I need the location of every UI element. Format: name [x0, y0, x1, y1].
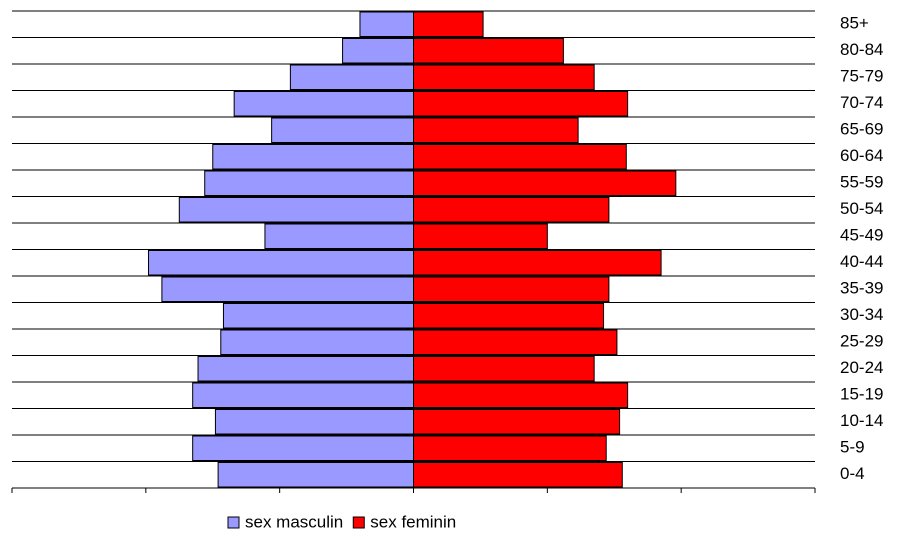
category-label: 40-44	[840, 252, 883, 271]
category-label: 60-64	[840, 146, 883, 165]
category-label: 20-24	[840, 358, 883, 377]
bar	[197, 356, 414, 382]
bar	[222, 303, 414, 329]
bar	[413, 64, 595, 90]
bar	[212, 144, 414, 170]
bar	[413, 91, 629, 117]
bar	[413, 11, 484, 37]
bar	[413, 197, 610, 223]
legend-label: sex masculin	[245, 512, 343, 531]
bar	[204, 170, 414, 196]
bar	[148, 250, 414, 276]
legend-swatch	[227, 516, 240, 529]
category-label: 35-39	[840, 279, 883, 298]
bar	[359, 11, 415, 37]
bar	[413, 38, 564, 64]
category-label: 65-69	[840, 120, 883, 139]
bar	[214, 409, 414, 435]
bar	[413, 329, 618, 355]
bar	[413, 462, 623, 488]
category-label: 0-4	[840, 464, 865, 483]
legend-label: sex feminin	[370, 512, 456, 531]
bar	[220, 329, 414, 355]
category-label: 85+	[840, 14, 869, 33]
bar	[217, 462, 414, 488]
bar	[233, 91, 414, 117]
bar	[271, 117, 414, 143]
category-label: 15-19	[840, 385, 883, 404]
bar	[413, 144, 627, 170]
category-label: 10-14	[840, 411, 883, 430]
bar	[413, 409, 621, 435]
bar	[413, 250, 662, 276]
category-label: 50-54	[840, 199, 883, 218]
bar	[413, 223, 548, 249]
category-label: 70-74	[840, 93, 883, 112]
category-label: 30-34	[840, 305, 883, 324]
bar	[413, 303, 605, 329]
category-label: 45-49	[840, 226, 883, 245]
legend-swatch	[352, 516, 365, 529]
bar	[178, 197, 414, 223]
bar	[264, 223, 414, 249]
category-label: 55-59	[840, 173, 883, 192]
bar	[161, 276, 414, 302]
bar	[413, 117, 579, 143]
category-label: 5-9	[840, 438, 865, 457]
bar	[342, 38, 414, 64]
bar	[413, 382, 629, 408]
bar	[289, 64, 414, 90]
bar	[413, 170, 677, 196]
category-label: 75-79	[840, 67, 883, 86]
bar	[192, 382, 414, 408]
bar	[413, 356, 595, 382]
category-label: 80-84	[840, 40, 883, 59]
bar	[192, 435, 414, 461]
category-label: 25-29	[840, 332, 883, 351]
bar	[413, 276, 610, 302]
bar	[413, 435, 607, 461]
